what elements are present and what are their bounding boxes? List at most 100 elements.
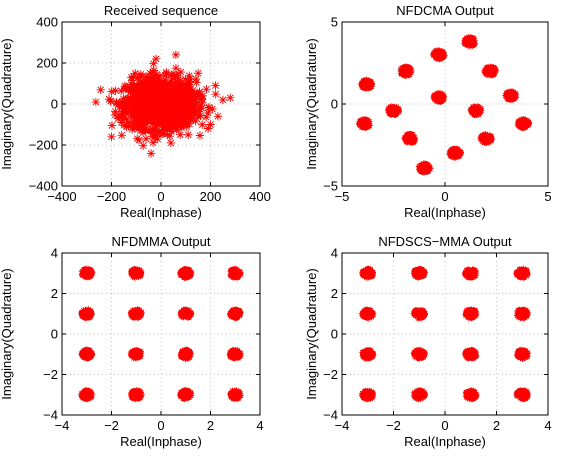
data-point [167, 110, 177, 119]
data-point [392, 111, 400, 118]
x-tick-label: −5 [335, 189, 350, 204]
data-point [439, 49, 447, 56]
data-point [363, 83, 371, 91]
data-point [127, 80, 136, 89]
x-tick-label: 0 [441, 189, 448, 204]
data-point [402, 63, 409, 70]
data-point [96, 85, 105, 95]
data-point [469, 307, 476, 315]
data-point [235, 269, 242, 277]
data-point [87, 388, 94, 395]
data-point [145, 125, 155, 135]
data-point [159, 122, 168, 132]
data-point [139, 87, 148, 96]
data-point [137, 309, 145, 316]
data-point [491, 67, 498, 75]
data-point [515, 119, 522, 127]
x-tick-label: 0 [157, 418, 164, 433]
data-point [83, 387, 90, 394]
data-point [128, 103, 138, 112]
data-point [467, 314, 475, 322]
data-point [398, 66, 405, 73]
data-point [385, 107, 392, 114]
data-point [521, 124, 528, 131]
data-point [133, 103, 143, 112]
data-point [231, 393, 239, 400]
data-point [136, 392, 144, 399]
data-point [518, 269, 525, 276]
data-point [143, 98, 152, 108]
data-point [236, 350, 244, 357]
chart-title: Received sequence [104, 3, 218, 18]
data-point [128, 310, 136, 318]
data-point [233, 312, 240, 320]
data-point [137, 72, 147, 81]
data-series [78, 265, 244, 403]
data-point [392, 105, 399, 112]
data-point [226, 93, 235, 103]
data-point [484, 65, 491, 72]
data-point [365, 120, 373, 127]
y-tick-label: 0 [51, 97, 58, 112]
data-point [177, 89, 186, 98]
data-point [234, 394, 242, 401]
data-point [148, 138, 158, 147]
data-point [151, 54, 161, 64]
data-point [172, 125, 181, 134]
data-point [148, 108, 157, 118]
data-point [131, 91, 140, 101]
data-point [431, 94, 439, 101]
data-point [131, 98, 141, 107]
data-point [185, 112, 195, 122]
data-point [150, 98, 159, 108]
data-point [363, 310, 370, 317]
data-point [152, 88, 162, 98]
data-point [127, 111, 136, 120]
data-point [132, 87, 141, 96]
data-point [198, 91, 207, 100]
x-tick-label: −4 [55, 418, 70, 433]
data-point [171, 106, 180, 115]
chart-title: NFDCMA Output [396, 3, 494, 18]
data-point [229, 268, 237, 276]
data-point [420, 169, 427, 176]
data-point [203, 124, 213, 133]
y-tick-label: 5 [331, 15, 338, 30]
data-point [472, 268, 480, 276]
data-point [183, 312, 191, 320]
data-point [401, 134, 408, 142]
data-point [83, 354, 90, 361]
data-point [447, 152, 454, 159]
data-point [517, 272, 524, 279]
data-point [521, 117, 529, 124]
data-point [155, 72, 165, 81]
data-point [129, 272, 137, 280]
data-point [362, 271, 370, 278]
data-point [82, 314, 90, 322]
data-point [146, 149, 156, 158]
data-point [184, 269, 192, 276]
data-point [407, 131, 414, 139]
data-point [173, 109, 182, 118]
data-point [187, 310, 194, 317]
data-point [171, 50, 181, 59]
data-point [125, 95, 134, 105]
data-point [130, 311, 138, 319]
data-point [113, 114, 123, 123]
data-point [159, 105, 169, 114]
data-point [86, 349, 93, 357]
data-point [149, 90, 158, 99]
data-point [182, 353, 189, 360]
data-point [142, 119, 151, 129]
data-point [178, 389, 186, 396]
data-point [127, 76, 137, 85]
data-point [474, 108, 482, 115]
data-point [167, 89, 177, 98]
data-point [230, 389, 238, 396]
data-point [152, 70, 162, 79]
data-point [180, 313, 187, 321]
data-point [157, 111, 167, 120]
data-point [228, 392, 235, 399]
